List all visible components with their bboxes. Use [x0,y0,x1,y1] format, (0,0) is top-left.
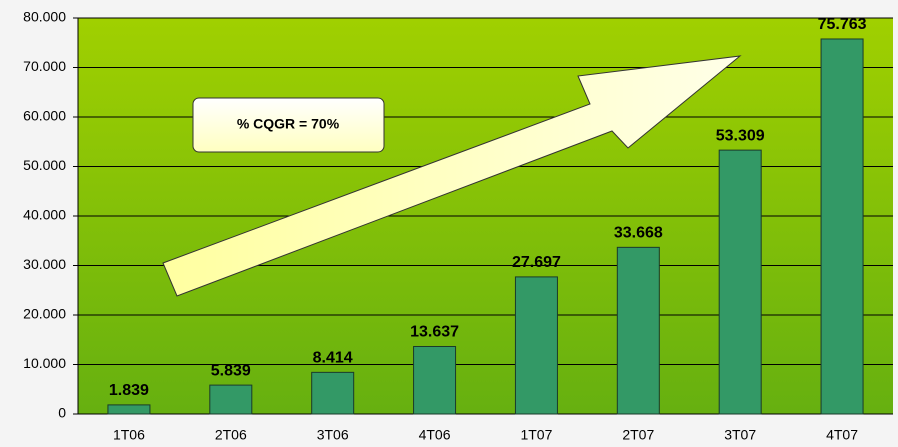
data-label: 53.309 [716,127,765,144]
x-tick-label: 1T07 [520,427,552,443]
x-tick-label: 1T06 [113,427,145,443]
y-tick-label: 30.000 [23,256,66,272]
data-label: 8.414 [313,350,353,367]
bar [514,276,558,415]
bar [413,345,457,415]
data-label: 1.839 [109,382,149,399]
data-label: 5.839 [211,362,251,379]
data-label: 33.668 [614,225,663,242]
y-tick-label: 80.000 [23,9,66,25]
x-tick-label: 4T06 [419,427,451,443]
bar [820,38,864,415]
x-tick-label: 3T07 [724,427,756,443]
y-tick-label: 50.000 [23,157,66,173]
bar [107,404,151,415]
y-tick-label: 10.000 [23,355,66,371]
y-tick-label: 20.000 [23,306,66,322]
bar [616,246,660,415]
x-tick-label: 3T06 [317,427,349,443]
bar [718,149,762,415]
arrow [162,55,742,297]
x-tick-label: 4T07 [826,427,858,443]
y-tick-label: 0 [58,405,66,421]
annotation-box [192,97,385,153]
data-label: 13.637 [410,324,459,341]
bar [209,384,253,415]
bar [311,371,355,415]
y-tick-label: 60.000 [23,108,66,124]
x-tick-label: 2T06 [215,427,247,443]
data-label: 27.697 [512,254,561,271]
annotation: % CQGR = 70% [237,116,340,132]
data-label: 75.763 [818,16,867,33]
y-tick-label: 40.000 [23,207,66,223]
x-tick-label: 2T07 [622,427,654,443]
y-tick-label: 70.000 [23,58,66,74]
